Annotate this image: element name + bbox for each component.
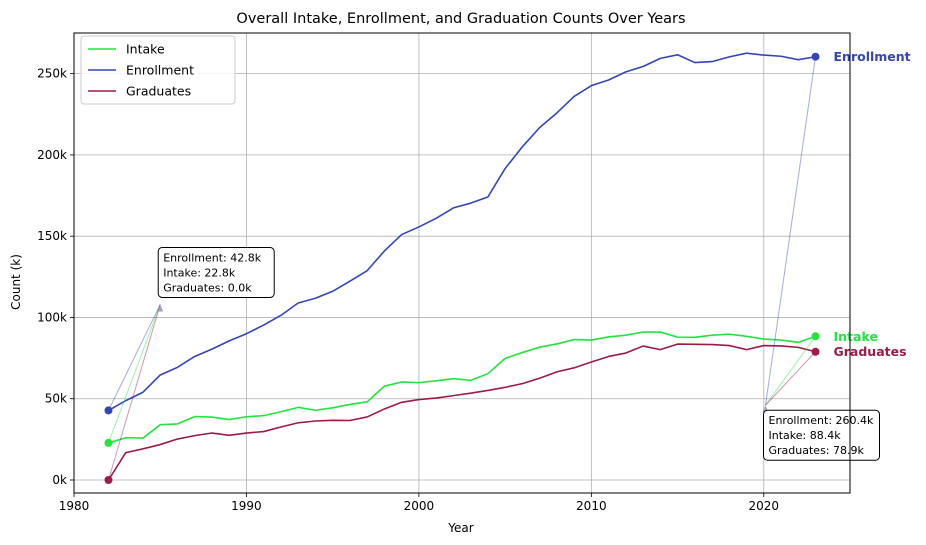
annotation-text-line: Intake: 88.4k <box>769 429 842 442</box>
y-tick-label: 50k <box>45 392 67 406</box>
y-tick-label: 200k <box>37 148 67 162</box>
legend: Intake Enrollment Graduates <box>80 35 236 105</box>
end-point-graduates <box>811 347 820 356</box>
series-line-enrollment <box>108 52 816 412</box>
annotation-arrow-intake <box>108 304 161 444</box>
x-axis-label: Year <box>447 521 473 535</box>
x-tick-label: 2000 <box>404 499 435 513</box>
annotation-text-line: Enrollment: 260.4k <box>769 414 875 427</box>
start-point-intake <box>104 438 113 447</box>
annotation-layer: Enrollment: 42.8k Intake: 22.8k Graduates:… <box>108 56 881 481</box>
end-label-graduates: Graduates <box>834 344 907 359</box>
y-tick-label: 250k <box>37 67 67 81</box>
annotation-text-line: Enrollment: 42.8k <box>163 251 262 264</box>
annotation-arrow-graduates <box>108 304 161 481</box>
annotation-arrow-enrollment <box>108 304 161 411</box>
end-point-enrollment <box>811 52 820 61</box>
x-tick-label: 2020 <box>749 499 780 513</box>
annotation-text-line: Graduates: 78.9k <box>769 444 865 457</box>
start-point-graduates <box>104 475 113 484</box>
plot-frame <box>73 32 851 494</box>
annotation-arrow-enrollment <box>765 56 817 406</box>
annotation-text-line: Intake: 22.8k <box>163 266 236 279</box>
end-point-intake <box>811 332 820 341</box>
annotation-start: Enrollment: 42.8k Intake: 22.8k Graduates:… <box>157 246 275 298</box>
grid <box>74 33 850 493</box>
annotation-arrow-graduates <box>765 351 816 406</box>
annotation-arrowhead <box>157 304 164 312</box>
legend-box <box>80 35 236 105</box>
annotation-arrow-intake <box>765 336 816 406</box>
annotation-box <box>157 246 275 298</box>
x-tick-label: 2010 <box>576 499 607 513</box>
annotation-text-line: Graduates: 0.0k <box>163 281 252 294</box>
series-line-graduates <box>107 343 816 481</box>
legend-label-graduates: Graduates <box>126 84 191 99</box>
series-line-intake <box>108 331 816 444</box>
end-label-enrollment: Enrollment <box>834 49 911 64</box>
y-tick-label: 100k <box>37 310 67 324</box>
y-tick-label: 0k <box>52 473 67 487</box>
x-tick-label: 1980 <box>59 499 90 513</box>
start-point-enrollment <box>104 406 113 415</box>
legend-label-enrollment: Enrollment <box>126 63 194 78</box>
end-label-intake: Intake <box>834 329 878 344</box>
y-tick-label: 150k <box>37 229 67 243</box>
legend-label-intake: Intake <box>126 42 165 57</box>
annotation-box <box>763 409 881 461</box>
annotation-end: Enrollment: 260.4k Intake: 88.4k Graduates… <box>763 409 881 461</box>
chart-title: Overall Intake, Enrollment, and Graduati… <box>236 11 685 27</box>
axes: 1980 1990 2000 2010 2020 0k 50k 100k 150k 200k 250… <box>37 67 779 513</box>
x-tick-label: 1990 <box>231 499 262 513</box>
y-axis-label: Count (k) <box>9 254 23 310</box>
